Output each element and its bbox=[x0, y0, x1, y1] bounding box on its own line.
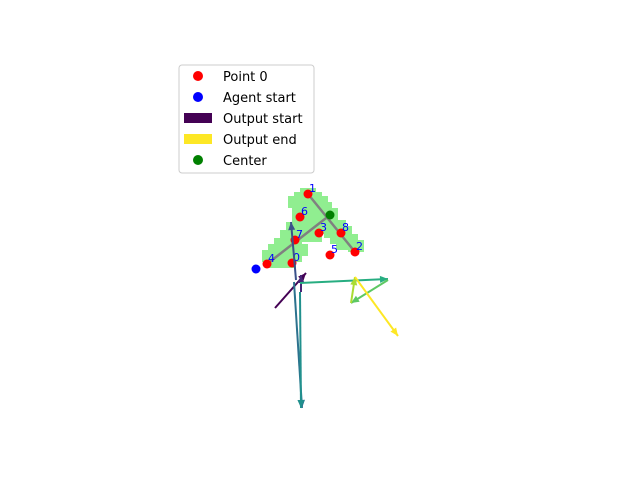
legend-label-output-start: Output start bbox=[223, 112, 303, 127]
legend-label-point0: Point 0 bbox=[223, 70, 268, 85]
point-1 bbox=[303, 189, 313, 199]
point-label-6: 6 bbox=[301, 205, 308, 218]
output-arrow-4 bbox=[297, 291, 305, 409]
point-3 bbox=[314, 228, 324, 238]
legend-marker-agent-start bbox=[193, 92, 203, 102]
points-layer: 0 1 2 3 4 5 6 7 8 bbox=[251, 182, 363, 274]
point-label-5: 5 bbox=[331, 243, 338, 256]
point-label-8: 8 bbox=[342, 221, 349, 234]
output-arrows bbox=[274, 221, 399, 409]
output-arrow-6 bbox=[350, 279, 389, 304]
point-5 bbox=[325, 250, 335, 260]
point-label-3: 3 bbox=[320, 221, 327, 234]
point-label-0: 0 bbox=[293, 251, 300, 264]
output-arrow-2 bbox=[288, 221, 297, 281]
legend-label-center: Center bbox=[223, 154, 267, 169]
legend-label-agent-start: Agent start bbox=[223, 91, 296, 106]
point-label-4: 4 bbox=[268, 252, 275, 265]
agent-start-point bbox=[251, 264, 261, 274]
point-label-7: 7 bbox=[296, 228, 303, 241]
point-6 bbox=[295, 212, 305, 222]
point-label-2: 2 bbox=[356, 240, 363, 253]
center-point bbox=[325, 210, 335, 220]
point-label-1: 1 bbox=[309, 182, 316, 195]
legend-patch-output-start bbox=[184, 113, 212, 123]
legend-label-output-end: Output end bbox=[223, 133, 297, 148]
point-8 bbox=[336, 228, 346, 238]
point-4 bbox=[262, 259, 272, 269]
skeleton-line bbox=[306, 192, 357, 254]
legend-frame bbox=[178, 64, 315, 174]
legend-marker-center bbox=[193, 155, 203, 165]
legend-marker-point0 bbox=[193, 71, 203, 81]
legend-patch-output-end bbox=[184, 134, 212, 144]
point-2 bbox=[350, 247, 360, 257]
legend: Point 0 Agent start Output start Output … bbox=[178, 64, 315, 174]
output-arrow-5 bbox=[299, 275, 389, 284]
output-arrow-8 bbox=[354, 276, 399, 337]
